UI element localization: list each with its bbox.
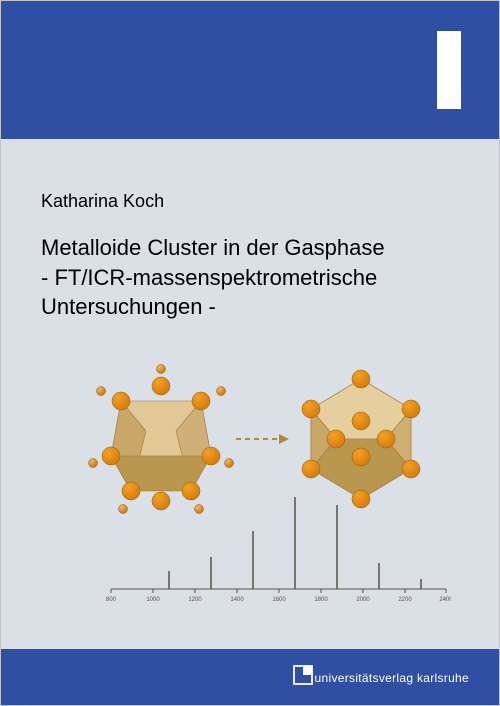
arrow-head xyxy=(279,434,289,444)
author-name: Katharina Koch xyxy=(41,191,164,212)
header-band xyxy=(1,1,499,139)
cluster-right xyxy=(302,370,420,508)
header-accent-rect xyxy=(437,31,461,109)
cluster-left xyxy=(89,365,234,514)
publisher-logo-icon xyxy=(293,665,313,685)
cover-figure: 800 1000 1200 1400 1600 1800 2000 2200 2400 xyxy=(51,361,451,601)
book-title: Metalloide Cluster in der Gasphase - FT/… xyxy=(41,233,459,322)
svg-text:1200: 1200 xyxy=(188,597,202,601)
svg-text:1600: 1600 xyxy=(272,597,286,601)
title-line-3: Untersuchungen - xyxy=(41,294,216,319)
svg-text:1400: 1400 xyxy=(230,597,244,601)
svg-text:1800: 1800 xyxy=(314,597,328,601)
mass-spectrum: 800 1000 1200 1400 1600 1800 2000 2200 2400 xyxy=(106,497,451,601)
svg-text:2200: 2200 xyxy=(398,597,412,601)
svg-text:2000: 2000 xyxy=(356,597,370,601)
footer-band: universitätsverlag karlsruhe xyxy=(1,649,499,705)
svg-text:2400: 2400 xyxy=(439,597,451,601)
publisher-name: universitätsverlag karlsruhe xyxy=(315,671,469,685)
title-line-1: Metalloide Cluster in der Gasphase xyxy=(41,235,385,260)
title-line-2: - FT/ICR-massenspektrometrische xyxy=(41,265,377,290)
svg-text:1000: 1000 xyxy=(146,597,160,601)
book-cover: Katharina Koch Metalloide Cluster in der… xyxy=(0,0,500,706)
svg-text:800: 800 xyxy=(106,597,117,601)
